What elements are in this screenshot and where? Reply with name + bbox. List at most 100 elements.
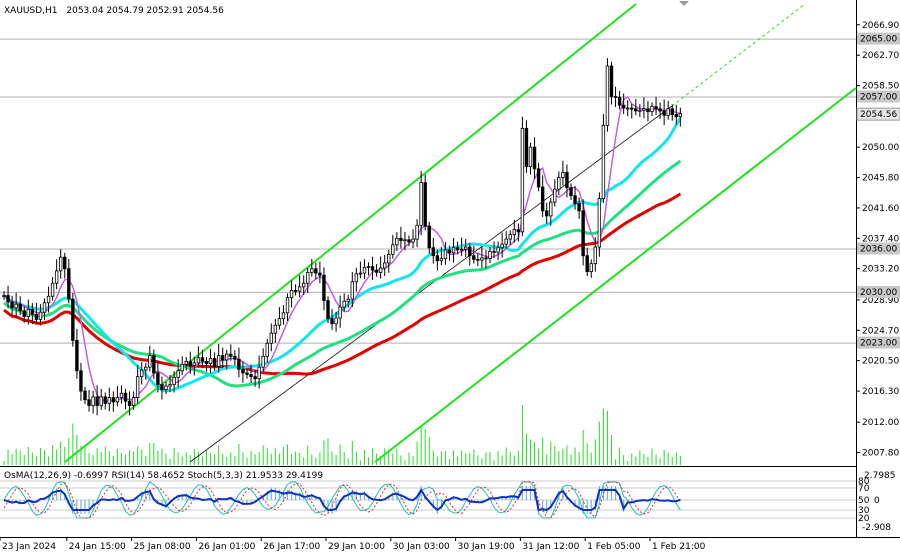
price-tick-label: 2062.70 [862,51,899,61]
price-tick-label: 2024.70 [862,326,899,336]
candle-body [399,237,403,241]
current-price-box [856,107,900,121]
candle-body [658,108,662,112]
current-price-label: 2054.56 [860,110,897,120]
price-tick-label: 2041.60 [862,204,899,214]
candle-body [95,396,99,406]
candle-body [662,110,666,116]
candle-body [496,247,500,253]
osc-tick-label: 70 [858,484,870,494]
candle-body [318,272,322,276]
candle-body [362,266,367,274]
candle-body [447,249,452,254]
candle-body [269,332,273,344]
candle-body [354,273,359,283]
candle-body [512,229,516,236]
candle-body [293,290,298,292]
candle-body [346,298,350,302]
candle-body [492,250,496,253]
time-tick-label: 23 Jan 2024 [2,542,56,552]
candle-body [403,239,407,242]
candle-body [443,249,448,260]
candle-body [350,281,354,300]
candle-body [204,360,209,364]
candle-body [148,355,152,368]
candle-body [374,269,379,273]
candle-body [18,303,22,312]
candle-body [601,125,606,199]
candle-body [180,363,184,372]
candle-body [565,172,569,189]
level-label-box [857,336,900,349]
time-tick-label: 1 Feb 05:00 [587,542,641,552]
candle-body [370,266,375,271]
candle-body [26,308,30,317]
candle-body [46,295,51,304]
candle-body [524,127,529,168]
candle-body [245,372,249,375]
osc-min-label: -2.908 [862,523,891,533]
level-label-box [857,32,900,45]
candle-body [99,396,103,406]
candle-body [322,274,326,301]
candle-body [310,268,314,273]
candle-body [63,256,67,270]
level-label: 2057.00 [860,92,897,102]
price-tick-label: 2058.50 [862,82,899,92]
candle-body [6,295,10,303]
candle-body [152,355,156,374]
level-label: 2065.00 [860,35,897,45]
candle-body [184,360,188,365]
candle-body [164,385,168,391]
osc-tick-label: 30 [858,506,870,516]
candle-body [609,65,614,97]
osc-tick-label: 80 [858,477,870,487]
ma200-line [3,192,682,376]
candle-body [285,297,290,314]
candle-body [654,106,658,110]
osc-zero-label: 0 [874,496,880,506]
osc-max-label: 2.7985 [864,471,896,481]
candle-body [415,224,419,240]
candle-body [480,257,484,261]
candle-body [500,243,504,249]
candle-body [431,247,435,257]
channel-line [64,3,637,463]
price-tick-label: 2050.00 [862,143,899,153]
volume-bars [3,405,681,465]
time-tick-label: 31 Jan 12:00 [522,542,579,552]
candle-body [273,324,278,334]
candle-body [439,258,444,262]
candle-body [314,268,318,274]
price-tick-label: 2007.80 [862,449,899,459]
candle-body [301,282,306,288]
candle-body [419,182,423,226]
candle-body [107,397,111,404]
time-tick-label: 1 Feb 21:00 [652,542,706,552]
candle-body [468,246,472,257]
candle-body [585,255,589,273]
candle-body [261,355,265,368]
candle-body [605,65,610,126]
candle-body [484,257,488,260]
trend-line [189,105,673,463]
candles [2,58,683,416]
candle-body [277,318,282,326]
candle-body [378,267,383,273]
time-tick-label: 29 Jan 10:00 [328,542,385,552]
candle-body [650,106,654,113]
candle-body [593,246,597,265]
level-label-box [857,242,900,255]
candle-body [472,255,476,260]
candle-body [79,370,83,392]
price-axis: 2066.902062.702058.502054.352050.002045.… [856,21,899,459]
osc-tick-label: 50 [858,496,870,506]
candle-body [111,397,116,403]
candle-body [42,302,47,313]
candle-body [131,397,136,406]
channel-lines [64,3,857,463]
candle-body [306,271,310,284]
candle-body [127,400,132,406]
